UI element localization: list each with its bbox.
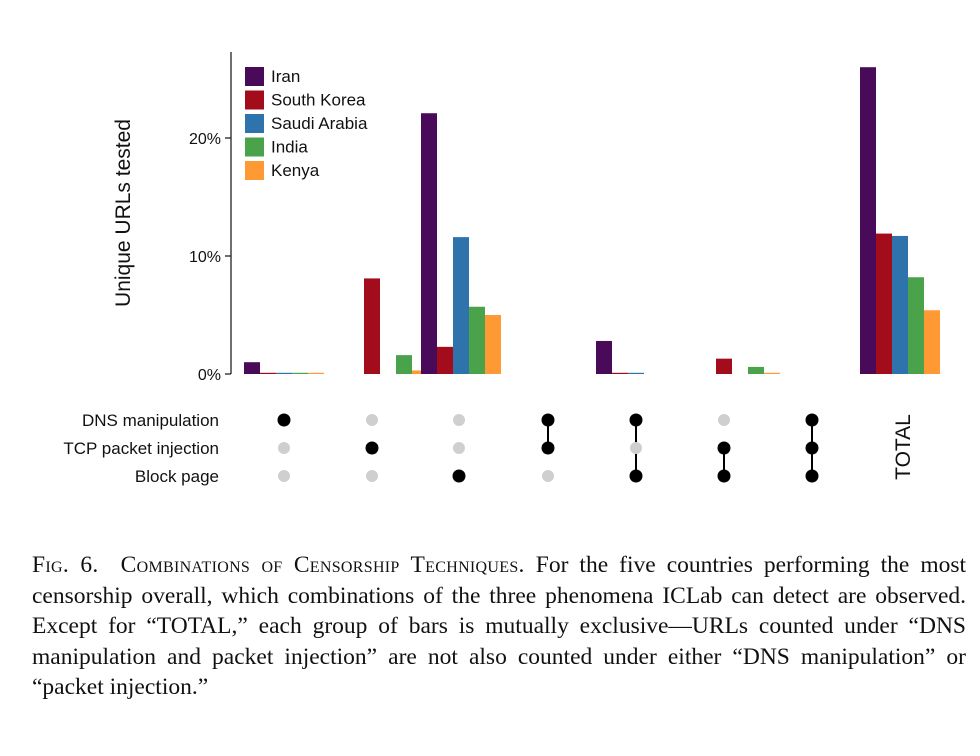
bar-kenya-group-3 (485, 315, 501, 374)
combination-row-label: DNS manipulation (82, 411, 219, 430)
combination-dot-active (541, 413, 555, 427)
combination-row-label: Block page (135, 467, 219, 486)
caption-text: For the five countries performing the mo… (32, 552, 967, 700)
y-tick-label: 20% (189, 131, 221, 148)
combination-dot-inactive (453, 414, 465, 426)
combination-dot-active (717, 469, 731, 483)
combination-dot-active (277, 413, 291, 427)
combination-dot-inactive (278, 470, 290, 482)
bar-south-korea-group-6 (716, 358, 732, 374)
figure-caption: Fig. 6. Combinations of Censorship Techn… (32, 550, 966, 703)
combination-dot-active (629, 413, 643, 427)
combination-dot-inactive (278, 442, 290, 454)
bar-south-korea-group-3 (437, 346, 453, 374)
combination-row-label: TCP packet injection (63, 439, 219, 458)
bar-india-group-6 (748, 366, 764, 374)
bar-india-group-2 (396, 355, 412, 374)
bar-south-korea-group-8 (876, 233, 892, 374)
total-label: TOTAL (892, 414, 915, 480)
legend-label: India (271, 138, 308, 157)
bar-kenya-group-8 (924, 310, 940, 374)
combination-dot-active (452, 469, 466, 483)
legend: Iran South Korea Saudi Arabia India Kenya (245, 67, 368, 180)
bar-saudi-arabia-group-1 (276, 372, 292, 374)
combination-dot-active (365, 441, 379, 455)
legend-swatch (245, 114, 264, 133)
legend-label: South Korea (271, 91, 366, 110)
combination-dot-active (805, 441, 819, 455)
bar-south-korea-group-1 (260, 372, 276, 374)
bar-south-korea-group-5 (612, 372, 628, 374)
legend-swatch (245, 90, 264, 110)
y-axis-label: Unique URLs tested (112, 119, 135, 307)
bar-saudi-arabia-group-5 (628, 372, 644, 374)
bar-south-korea-group-2 (364, 278, 380, 374)
bar-iran-group-5 (596, 340, 612, 374)
y-axis-label-group: Unique URLs tested (112, 119, 135, 307)
bar-kenya-group-6 (764, 372, 780, 374)
bar-iran-group-1 (244, 362, 260, 374)
y-axis: 0% 10% 20% (189, 52, 232, 384)
combination-dot-active (717, 441, 731, 455)
y-tick-label: 0% (198, 367, 221, 384)
combination-dot-active (805, 413, 819, 427)
bar-india-group-3 (469, 306, 485, 374)
y-tick-label: 10% (189, 249, 221, 266)
combination-dot-inactive (630, 442, 642, 454)
legend-label: Saudi Arabia (271, 114, 368, 133)
bar-saudi-arabia-group-3 (453, 237, 469, 374)
legend-swatch (245, 161, 264, 180)
bar-india-group-8 (908, 277, 924, 374)
combination-dot-inactive (366, 470, 378, 482)
combination-dot-inactive (542, 470, 554, 482)
legend-label: Iran (271, 67, 300, 86)
bar-iran-group-3 (421, 113, 437, 374)
combination-dot-inactive (366, 414, 378, 426)
bar-kenya-group-1 (308, 372, 324, 374)
legend-swatch (245, 67, 264, 86)
combination-dot-active (629, 469, 643, 483)
caption-title: Combinations of Censorship Techniques. (120, 552, 525, 578)
combination-dot-inactive (718, 414, 730, 426)
combination-dot-active (805, 469, 819, 483)
legend-label: Kenya (271, 161, 320, 180)
combination-dot-active (541, 441, 555, 455)
bar-saudi-arabia-group-8 (892, 235, 908, 374)
bars (244, 67, 940, 374)
bar-kenya-group-2 (412, 370, 428, 374)
combination-dot-inactive (453, 442, 465, 454)
censorship-combination-chart: Unique URLs tested 0% 10% 20% Iran South Ko… (63, 52, 940, 486)
combination-matrix: DNS manipulation TCP packet injection Bloc… (63, 411, 915, 486)
legend-swatch (245, 137, 264, 157)
bar-iran-group-8 (860, 67, 876, 374)
bar-india-group-1 (292, 372, 308, 374)
caption-label: Fig. 6. (32, 552, 99, 578)
